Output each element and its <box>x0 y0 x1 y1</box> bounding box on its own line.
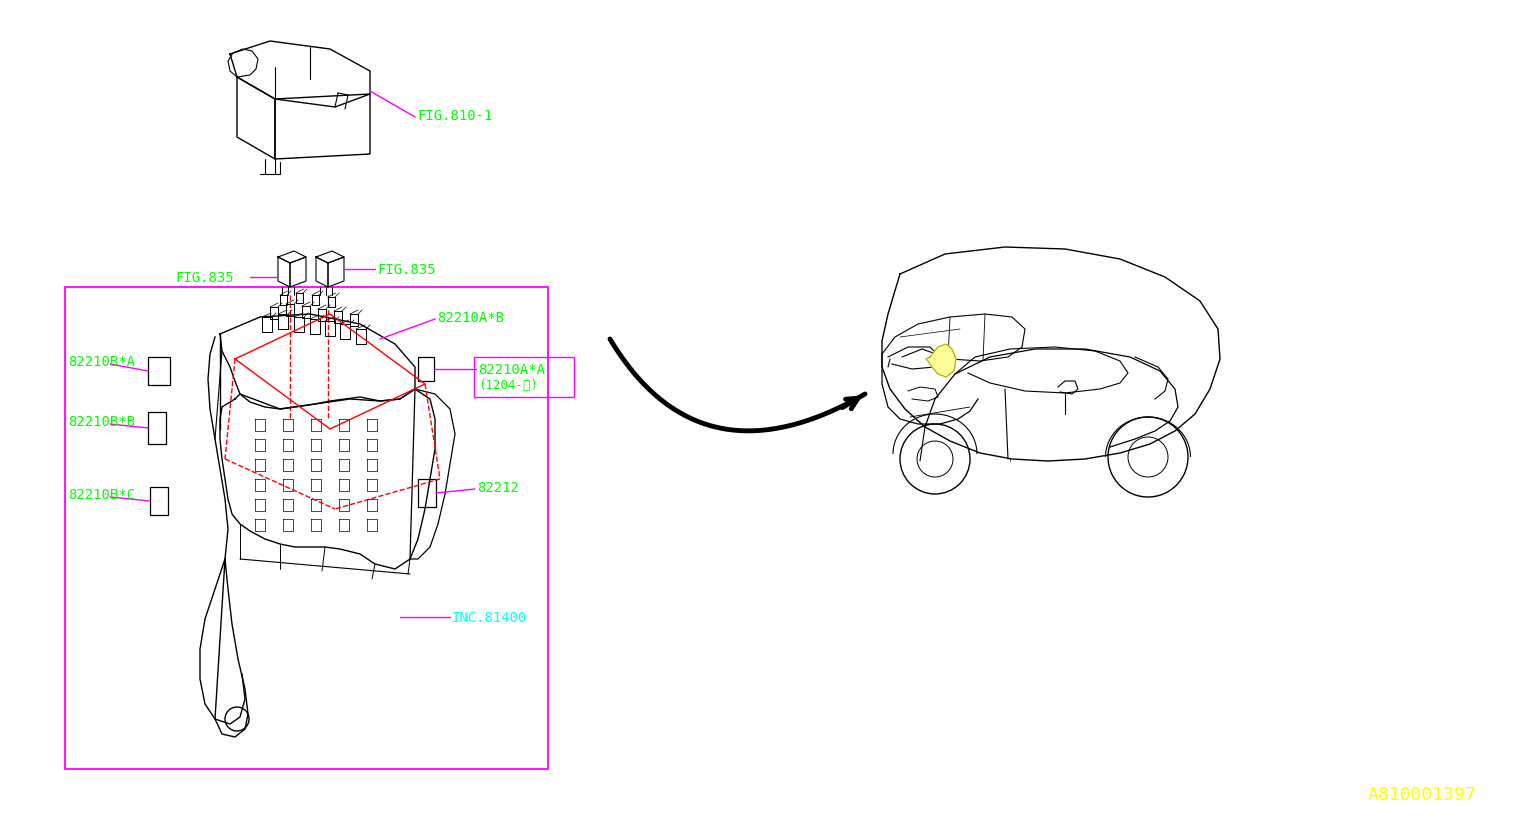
Text: A810001397: A810001397 <box>1367 785 1476 803</box>
Text: 82210B*A: 82210B*A <box>68 355 135 369</box>
Text: INC.81400: INC.81400 <box>452 610 528 624</box>
Text: 82210B*B: 82210B*B <box>68 414 135 428</box>
Polygon shape <box>926 345 957 378</box>
Text: 82210A*A: 82210A*A <box>478 362 544 376</box>
Text: FIG.835: FIG.835 <box>175 270 234 284</box>
Bar <box>65 288 548 769</box>
Text: FIG.835: FIG.835 <box>377 263 435 277</box>
Text: (1204-〉): (1204-〉) <box>478 379 538 392</box>
Text: 82210A*B: 82210A*B <box>437 311 504 325</box>
Text: FIG.810-1: FIG.810-1 <box>417 109 492 123</box>
Text: 82212: 82212 <box>477 480 518 495</box>
Bar <box>474 357 574 398</box>
Text: 82210B*C: 82210B*C <box>68 487 135 501</box>
